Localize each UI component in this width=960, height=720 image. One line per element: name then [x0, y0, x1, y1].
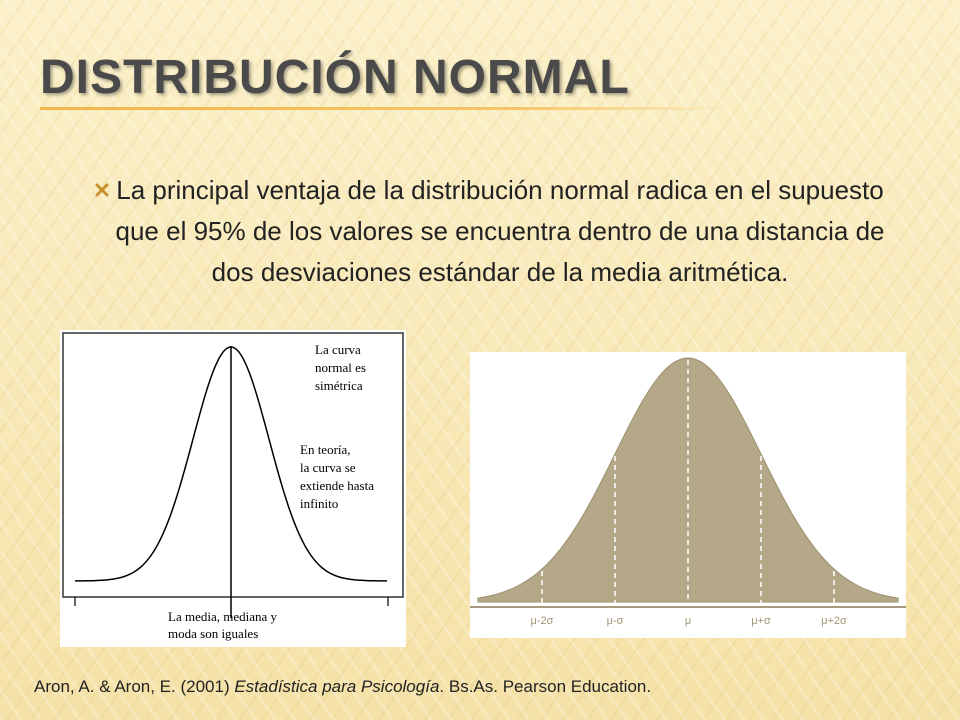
mean-label: La media, mediana y moda son iguales: [168, 609, 280, 641]
normal-curve-diagram: La curva normal es simétrica En teoría, …: [60, 330, 406, 647]
citation-book: Estadística para Psicología: [234, 677, 440, 696]
bullet-point: La principal ventaja de la distribución …: [95, 170, 905, 293]
bullet-text: La principal ventaja de la distribución …: [115, 175, 885, 287]
citation-authors: Aron, A. & Aron, E. (2001): [34, 677, 235, 696]
symmetric-label: La curva normal es simétrica: [315, 342, 369, 393]
x-mark-icon: [95, 183, 109, 197]
title-underline: [40, 107, 730, 110]
sigma-lines: [541, 360, 835, 614]
tick-label: μ-σ: [607, 615, 624, 627]
citation: Aron, A. & Aron, E. (2001) Estadística p…: [34, 677, 651, 697]
plot-frame: [62, 332, 404, 598]
shaded-normal-diagram: μ-2σ μ-σ μ μ+σ μ+2σ: [470, 352, 906, 638]
slide-title: DISTRIBUCIÓN NORMAL: [40, 51, 630, 104]
tick-label: μ+2σ: [821, 615, 847, 627]
infinite-label: En teoría, la curva se extiende hasta in…: [300, 442, 377, 511]
citation-publisher: . Bs.As. Pearson Education.: [439, 677, 652, 696]
tick-label: μ: [685, 615, 691, 627]
tick-label: μ-2σ: [531, 615, 554, 627]
tick-label: μ+σ: [751, 615, 771, 627]
